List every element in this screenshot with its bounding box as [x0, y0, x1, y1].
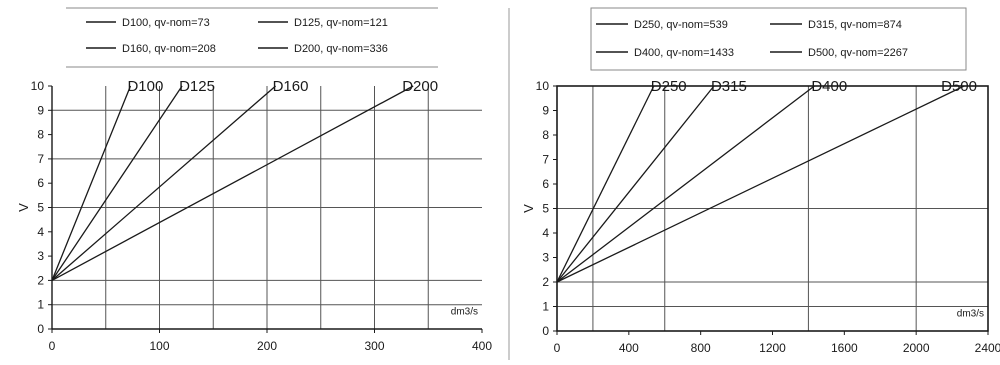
y-tick-label: 3	[542, 251, 549, 265]
x-tick-label: 400	[472, 339, 492, 353]
y-tick-label: 0	[542, 324, 549, 338]
y-tick-label: 3	[37, 249, 44, 263]
curve-label: D160	[273, 78, 309, 95]
y-tick-label: 10	[536, 79, 550, 93]
legend-entry: D125, qv-nom=121	[294, 17, 388, 29]
y-tick-label: 9	[542, 104, 549, 118]
legend-entry: D100, qv-nom=73	[122, 17, 210, 29]
x-tick-label: 300	[364, 339, 384, 353]
x-tick-label: 0	[554, 341, 561, 355]
curve-label: D400	[811, 78, 847, 95]
curve-label: D100	[127, 78, 163, 95]
y-tick-label: 4	[37, 225, 44, 239]
x-tick-label: 1200	[759, 341, 786, 355]
series-line-d315	[556, 85, 715, 283]
y-tick-label: 2	[542, 275, 549, 289]
y-tick-label: 6	[542, 177, 549, 191]
y-tick-label: 5	[37, 201, 44, 215]
x-tick-label: 0	[49, 339, 56, 353]
x-tick-label: 100	[149, 339, 169, 353]
x-tick-label: 2400	[975, 341, 1000, 355]
series-line-d160	[51, 85, 277, 281]
y-tick-label: 7	[37, 152, 44, 166]
x-unit-label: dm3/s	[957, 308, 984, 319]
y-tick-label: 1	[37, 298, 44, 312]
y-tick-label: 10	[31, 79, 45, 93]
curve-label: D125	[179, 78, 215, 95]
x-tick-label: 2000	[903, 341, 930, 355]
series-line-d125	[51, 85, 183, 281]
legend-entry: D315, qv-nom=874	[808, 19, 902, 31]
x-tick-label: 400	[619, 341, 639, 355]
series-line-d250	[556, 85, 655, 283]
y-axis-title: V	[521, 204, 536, 213]
x-tick-label: 800	[691, 341, 711, 355]
y-tick-label: 7	[542, 153, 549, 167]
curve-label: D500	[941, 78, 977, 95]
series-line-d500	[556, 85, 965, 283]
y-tick-label: 1	[542, 300, 549, 314]
curve-label: D200	[402, 78, 438, 95]
series-line-d200	[51, 85, 414, 281]
chart-panel-2: 0 1 2 3 4 5 6 7 8 9 10 0 400 800 1200 1600 2000 2400 Vdm3/…	[521, 7, 1000, 355]
y-tick-label: 6	[37, 176, 44, 190]
y-axis-title: V	[16, 203, 31, 212]
legend-entry: D500, qv-nom=2267	[808, 47, 908, 59]
x-tick-label: 200	[257, 339, 277, 353]
x-tick-label: 1600	[831, 341, 858, 355]
y-tick-label: 5	[542, 202, 549, 216]
legend-entry: D250, qv-nom=539	[634, 19, 728, 31]
legend-entry: D400, qv-nom=1433	[634, 47, 734, 59]
legend-entry: D160, qv-nom=208	[122, 43, 216, 55]
curve-label: D315	[711, 78, 747, 95]
series-line-d100	[51, 85, 132, 281]
legend-entry: D200, qv-nom=336	[294, 43, 388, 55]
y-tick-label: 2	[37, 273, 44, 287]
curve-label: D250	[651, 78, 687, 95]
series-line-d400	[556, 85, 815, 283]
y-tick-label: 0	[37, 322, 44, 336]
y-tick-label: 4	[542, 226, 549, 240]
y-tick-label: 9	[37, 103, 44, 117]
y-tick-label: 8	[37, 128, 44, 142]
x-unit-label: dm3/s	[451, 306, 478, 317]
legend-frame	[590, 7, 967, 71]
y-tick-label: 8	[542, 128, 549, 142]
